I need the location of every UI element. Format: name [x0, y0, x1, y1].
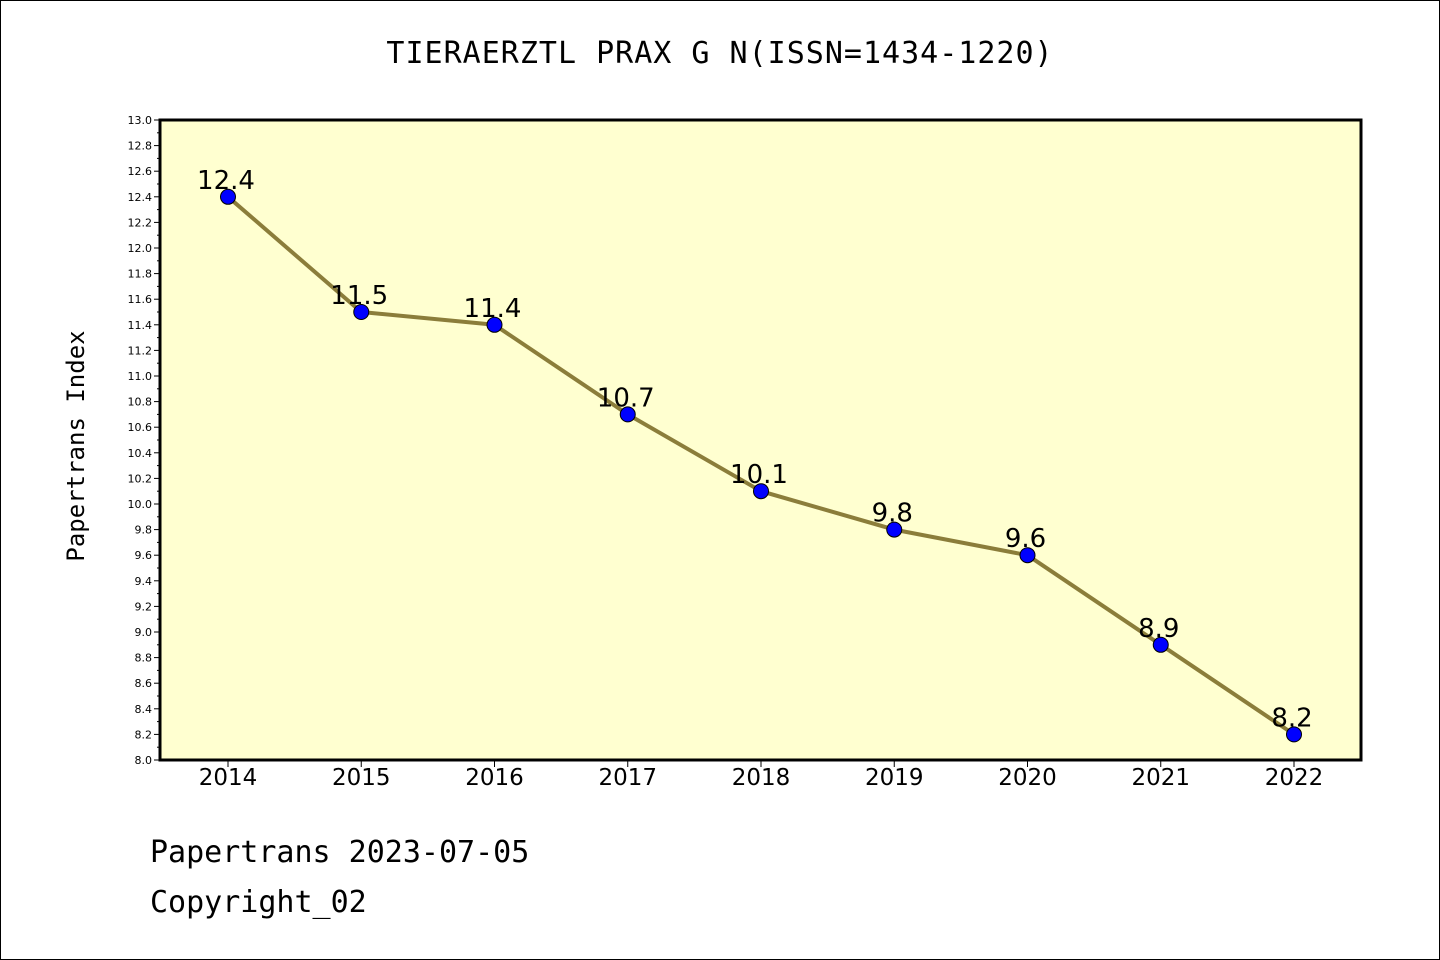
- y-tick-label: 10.6: [128, 421, 153, 434]
- x-tick-label: 2017: [598, 765, 657, 791]
- y-tick-label: 12.0: [128, 242, 153, 255]
- x-tick-label: 2014: [199, 765, 258, 791]
- y-tick-label: 10.0: [128, 498, 153, 511]
- y-tick-label: 12.4: [128, 191, 153, 204]
- y-tick-label: 8.4: [135, 703, 153, 716]
- y-tick-label: 11.0: [128, 370, 153, 383]
- data-point: [619, 406, 636, 423]
- chart-title: TIERAERZTL PRAX G N(ISSN=1434-1220): [386, 36, 1054, 71]
- data-label: 9.8: [872, 499, 913, 529]
- y-tick-label: 12.6: [128, 165, 153, 178]
- x-tick-label: 2016: [465, 765, 524, 791]
- y-tick-label: 9.0: [135, 626, 153, 639]
- series-group: 12.4 11.5 11.4 10.7 10.1 9.8 9.6 8.9 8.2: [197, 166, 1313, 743]
- plot-border: [158, 118, 1363, 762]
- y-tick-label: 11.6: [128, 293, 153, 306]
- y-tick-label: 12.2: [128, 216, 153, 229]
- data-point: [220, 188, 236, 205]
- y-tick-label: 9.4: [135, 575, 153, 588]
- x-tick-label: 2020: [998, 765, 1057, 791]
- x-tick-label: 2018: [732, 765, 791, 791]
- y-tick-label: 8.8: [135, 652, 153, 665]
- y-tick-label: 11.2: [128, 344, 153, 357]
- data-label: 8.9: [1138, 614, 1179, 644]
- footer-date: Papertrans 2023-07-05: [150, 835, 530, 870]
- data-point: [753, 483, 769, 500]
- y-tick-label: 11.4: [128, 319, 153, 332]
- x-tick-label: 2022: [1265, 765, 1324, 791]
- y-tick-label: 8.0: [135, 754, 153, 767]
- y-tick-label: 9.8: [135, 524, 153, 537]
- data-point: [1152, 636, 1169, 653]
- y-axis: 8.0 8.2 8.4 8.6 8.8 9.0 9.2 9.4 9.6 9.8 10.0 10.2 10…: [128, 114, 160, 767]
- x-tick-label: 2019: [865, 765, 924, 791]
- y-tick-label: 10.2: [128, 472, 153, 485]
- data-label: 8.2: [1271, 703, 1312, 733]
- footer-copyright: Copyright_02: [150, 885, 367, 920]
- y-tick-label: 9.6: [135, 549, 153, 562]
- y-tick-label: 9.2: [135, 600, 153, 613]
- y-tick-label: 12.8: [128, 140, 153, 153]
- data-label: 12.4: [197, 166, 255, 196]
- data-point: [1019, 547, 1036, 564]
- data-point: [353, 304, 370, 320]
- data-label: 9.6: [1005, 524, 1046, 554]
- y-tick-label: 10.4: [128, 447, 153, 460]
- y-tick-label: 8.6: [135, 677, 153, 690]
- plot-area: [160, 120, 1361, 760]
- data-label: 10.1: [730, 460, 788, 490]
- data-point: [886, 521, 903, 538]
- data-label: 10.7: [597, 383, 655, 413]
- y-tick-label: 11.8: [128, 268, 153, 281]
- data-point: [486, 316, 503, 333]
- y-tick-label: 13.0: [128, 114, 153, 127]
- data-label: 11.4: [464, 294, 522, 324]
- data-label: 11.5: [330, 281, 388, 311]
- y-tick-label: 8.2: [135, 728, 153, 741]
- data-point: [1286, 726, 1302, 743]
- y-tick-label: 10.8: [128, 396, 153, 409]
- x-tick-label: 2015: [332, 765, 391, 791]
- x-tick-label: 2021: [1131, 765, 1190, 791]
- x-axis: 2014 2015 2016 2017 2018 2019 2020 2021 2022: [199, 760, 1324, 791]
